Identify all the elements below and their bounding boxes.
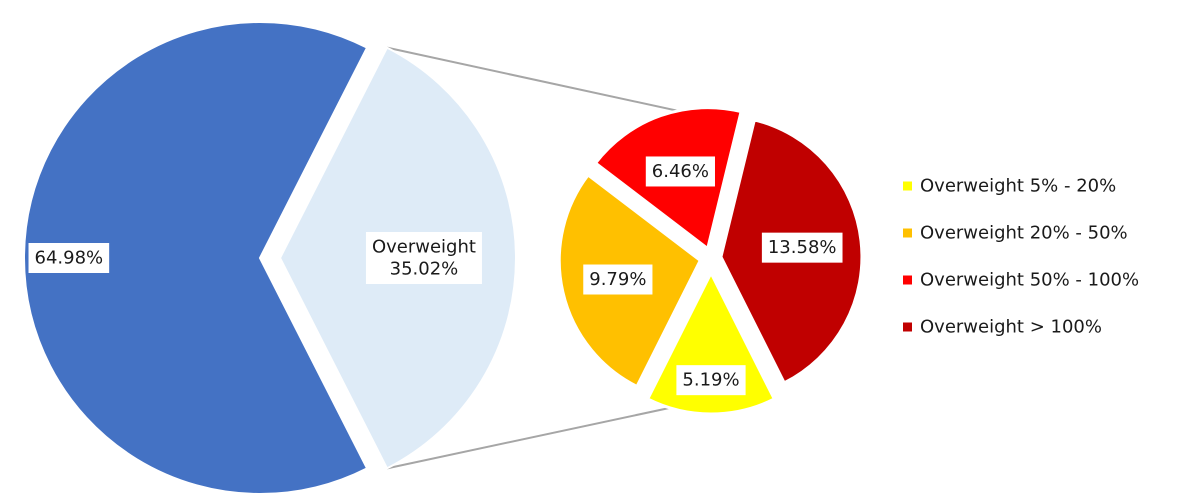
legend-item-overweight-50-100: Overweight 50% - 100%	[903, 270, 1139, 291]
data-label-overweight-5-20-box	[676, 365, 746, 396]
legend-item-overweight-5-20: Overweight 5% - 20%	[903, 176, 1116, 197]
legend-label: Overweight 50% - 100%	[920, 270, 1139, 291]
data-label-overweight-text: 35.02%	[390, 259, 459, 280]
legend-label: Overweight 5% - 20%	[920, 176, 1116, 197]
legend-swatch	[903, 181, 912, 191]
data-label-overweight-50-100: 6.46%	[645, 156, 715, 187]
data-label-main-other-text: 64.98%	[35, 248, 104, 269]
data-label-overweight-100-text: 13.58%	[768, 237, 837, 258]
legend: Overweight 5% - 20% Overweight 20% - 50% O…	[903, 176, 1139, 338]
data-label-overweight-100: 13.58%	[761, 232, 843, 263]
data-label-overweight-100-box	[761, 232, 843, 263]
data-label-overweight-5-20: 5.19%	[676, 365, 746, 396]
connector-lines	[386, 46, 721, 470]
legend-item-overweight-100: Overweight > 100%	[903, 317, 1102, 338]
data-label-main-other-box	[28, 243, 110, 273]
main-slice-other	[23, 21, 369, 495]
legend-swatch	[903, 322, 912, 332]
data-label-overweight-50-100-text: 6.46%	[652, 161, 709, 182]
data-label-overweight-5-20-text: 5.19%	[682, 370, 739, 391]
legend-item-overweight-20-50: Overweight 20% - 50%	[903, 223, 1128, 244]
data-label-main-other: 64.98%	[28, 243, 110, 273]
data-label-overweight-box	[365, 232, 482, 284]
data-label-overweight-20-50-text: 9.79%	[589, 269, 646, 290]
legend-swatch	[903, 228, 912, 238]
data-label-overweight-20-50-box	[583, 264, 653, 295]
data-label-overweight-20-50: 9.79%	[583, 264, 653, 295]
data-label-overweight-50-100-box	[645, 156, 715, 187]
legend-label: Overweight 20% - 50%	[920, 223, 1128, 244]
data-label-overweight-text: Overweight	[372, 237, 476, 258]
legend-label: Overweight > 100%	[920, 317, 1102, 338]
connector-line-bottom	[386, 397, 717, 470]
connector-line-top	[386, 46, 721, 121]
legend-swatch	[903, 275, 912, 285]
